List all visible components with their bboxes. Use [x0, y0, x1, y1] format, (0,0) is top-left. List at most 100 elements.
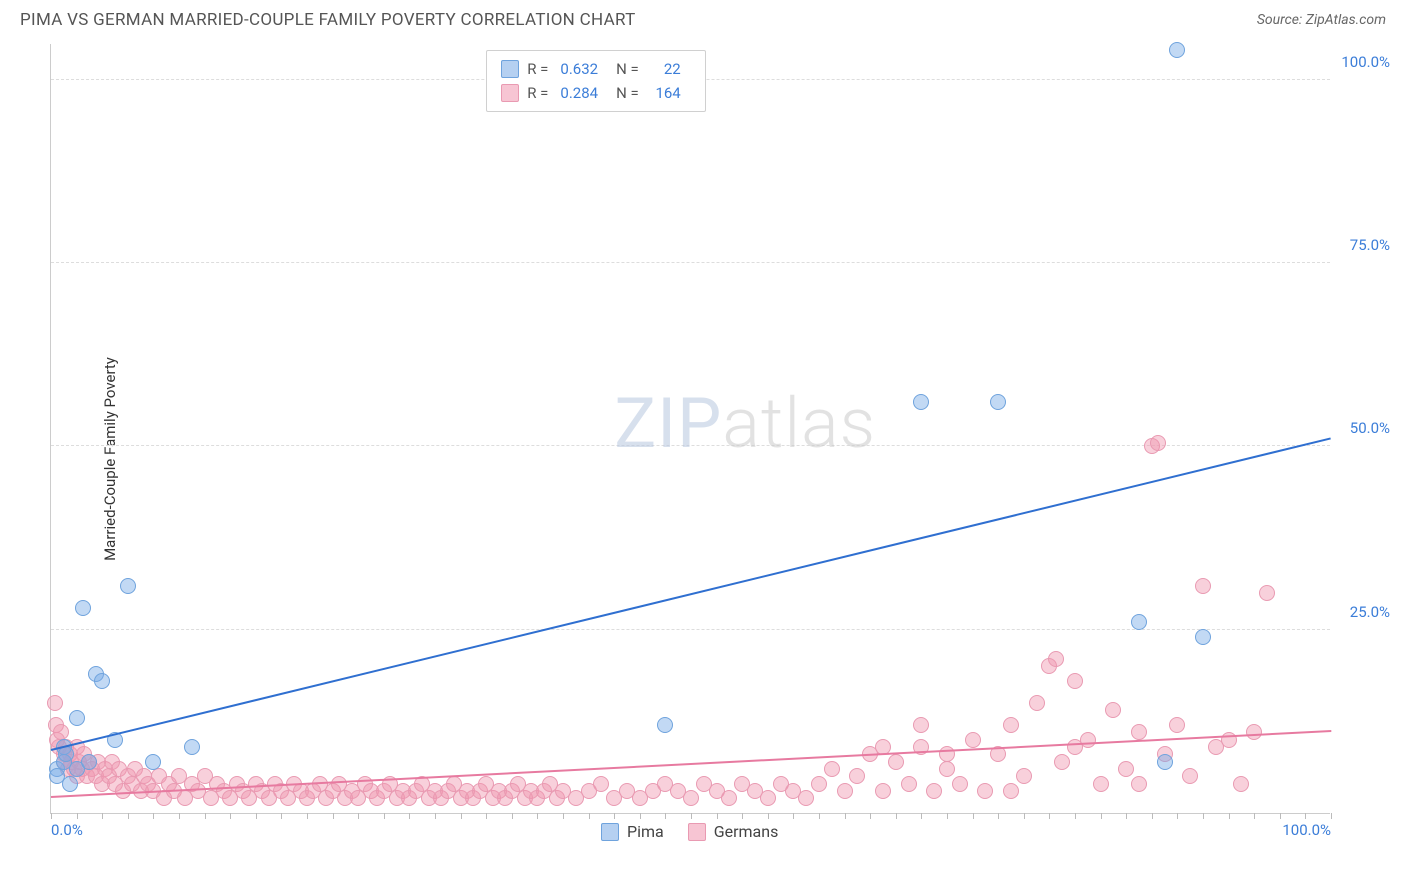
- x-tick: [1049, 813, 1050, 819]
- data-point: [69, 710, 85, 726]
- x-tick: [128, 813, 129, 819]
- x-tick: [230, 813, 231, 819]
- x-tick: [461, 813, 462, 819]
- x-tick: [896, 813, 897, 819]
- data-point: [1182, 768, 1198, 784]
- x-tick: [768, 813, 769, 819]
- legend-swatch: [688, 823, 706, 841]
- data-point: [1054, 754, 1070, 770]
- x-tick: [512, 813, 513, 819]
- data-point: [1233, 776, 1249, 792]
- x-tick: [1177, 813, 1178, 819]
- plot-region: 25.0%50.0%75.0%100.0%0.0%100.0%ZIPatlasR…: [50, 44, 1330, 814]
- data-point: [1259, 585, 1275, 601]
- x-tick: [409, 813, 410, 819]
- trend-line: [51, 437, 1331, 751]
- x-tick: [333, 813, 334, 819]
- x-tick: [1101, 813, 1102, 819]
- legend-n-value: 22: [651, 57, 681, 81]
- data-point: [53, 724, 69, 740]
- data-point: [824, 761, 840, 777]
- legend-n-label: N =: [616, 81, 639, 105]
- legend-label: Germans: [714, 822, 779, 841]
- y-tick-label: 100.0%: [1341, 53, 1390, 71]
- legend-n-value: 164: [651, 81, 681, 105]
- data-point: [913, 717, 929, 733]
- x-tick: [563, 813, 564, 819]
- x-tick-label: 0.0%: [51, 821, 83, 839]
- series-legend: Pima Germans: [601, 822, 778, 841]
- data-point: [184, 739, 200, 755]
- data-point: [965, 732, 981, 748]
- data-point: [990, 394, 1006, 410]
- data-point: [901, 776, 917, 792]
- x-tick-label: 100.0%: [1282, 821, 1331, 839]
- x-tick: [845, 813, 846, 819]
- x-tick: [435, 813, 436, 819]
- data-point: [1246, 724, 1262, 740]
- legend-label: Pima: [627, 822, 664, 841]
- x-tick: [793, 813, 794, 819]
- data-point: [1131, 776, 1147, 792]
- x-tick: [102, 813, 103, 819]
- legend-row: R =0.632N =22: [501, 57, 691, 81]
- data-point: [145, 754, 161, 770]
- data-point: [683, 790, 699, 806]
- data-point: [1003, 783, 1019, 799]
- data-point: [811, 776, 827, 792]
- data-point: [1016, 768, 1032, 784]
- legend-swatch: [501, 60, 519, 78]
- data-point: [1195, 629, 1211, 645]
- data-point: [875, 783, 891, 799]
- x-tick: [589, 813, 590, 819]
- x-tick: [1229, 813, 1230, 819]
- data-point: [913, 394, 929, 410]
- data-point: [939, 761, 955, 777]
- x-tick: [870, 813, 871, 819]
- y-tick-label: 25.0%: [1350, 603, 1390, 621]
- data-point: [1157, 754, 1173, 770]
- x-tick: [947, 813, 948, 819]
- data-point: [94, 673, 110, 689]
- x-tick: [614, 813, 615, 819]
- x-tick: [486, 813, 487, 819]
- data-point: [1118, 761, 1134, 777]
- data-point: [1105, 702, 1121, 718]
- x-tick: [717, 813, 718, 819]
- x-tick: [1254, 813, 1255, 819]
- data-point: [1195, 578, 1211, 594]
- data-point: [1131, 614, 1147, 630]
- source-value: ZipAtlas.com: [1306, 12, 1386, 28]
- data-point: [120, 578, 136, 594]
- legend-n-label: N =: [616, 57, 639, 81]
- data-point: [1169, 717, 1185, 733]
- data-point: [1131, 724, 1147, 740]
- x-tick: [998, 813, 999, 819]
- x-tick: [205, 813, 206, 819]
- x-tick: [691, 813, 692, 819]
- x-tick: [1152, 813, 1153, 819]
- chart-header: PIMA VS GERMAN MARRIED-COUPLE FAMILY POV…: [0, 0, 1406, 34]
- x-tick: [537, 813, 538, 819]
- x-tick: [256, 813, 257, 819]
- data-point: [849, 768, 865, 784]
- chart-source: Source: ZipAtlas.com: [1257, 12, 1386, 28]
- legend-r-label: R =: [527, 57, 548, 81]
- legend-swatch: [601, 823, 619, 841]
- x-tick: [1126, 813, 1127, 819]
- chart-title: PIMA VS GERMAN MARRIED-COUPLE FAMILY POV…: [20, 10, 636, 30]
- gridline: [51, 262, 1330, 263]
- data-point: [926, 783, 942, 799]
- x-tick: [179, 813, 180, 819]
- data-point: [657, 717, 673, 733]
- data-point: [837, 783, 853, 799]
- data-point: [1093, 776, 1109, 792]
- x-tick: [281, 813, 282, 819]
- legend-item: Germans: [688, 822, 779, 841]
- x-tick: [1331, 813, 1332, 819]
- x-tick: [1203, 813, 1204, 819]
- data-point: [1029, 695, 1045, 711]
- chart-area: Married-Couple Family Poverty 25.0%50.0%…: [0, 34, 1406, 884]
- x-tick: [973, 813, 974, 819]
- data-point: [1169, 42, 1185, 58]
